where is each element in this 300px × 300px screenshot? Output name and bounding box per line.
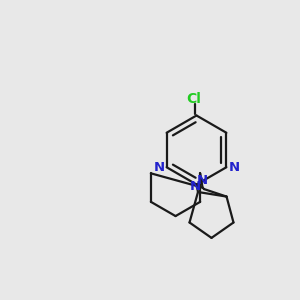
Text: N: N <box>197 174 208 187</box>
Text: Cl: Cl <box>186 92 201 106</box>
Text: N: N <box>154 161 165 174</box>
Text: N: N <box>228 161 239 174</box>
Text: N: N <box>190 179 201 193</box>
